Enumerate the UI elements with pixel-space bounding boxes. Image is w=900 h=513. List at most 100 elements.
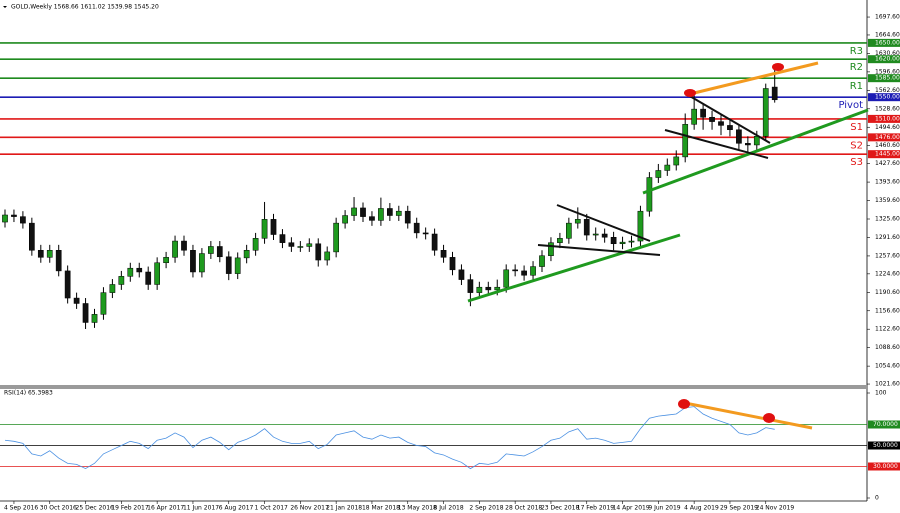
candle-body — [422, 232, 429, 235]
candle-body — [548, 242, 554, 256]
candle-body — [745, 143, 751, 146]
x-tick-label: 11 Jun 2017 — [183, 505, 219, 512]
level-name: R3 — [850, 46, 863, 57]
candle-body — [118, 276, 125, 285]
candle-body — [252, 238, 259, 251]
x-tick-label: 30 Oct 2016 — [40, 505, 77, 512]
x-tick-label: 4 Aug 2019 — [684, 505, 719, 512]
candle-body — [360, 207, 366, 217]
candle-body — [727, 125, 733, 131]
rsi-level-box — [868, 462, 900, 471]
y-tick-label: 1054.60 — [875, 363, 900, 370]
level-label-box — [868, 74, 900, 83]
candle-body — [637, 210, 644, 242]
candle-body — [771, 86, 778, 101]
y-tick-label: 1122.60 — [875, 326, 900, 333]
x-tick-label: 13 May 2018 — [398, 505, 437, 512]
candle-body — [673, 156, 680, 166]
x-tick-label: 2 Sep 2018 — [469, 505, 503, 512]
candle-body — [163, 257, 169, 264]
x-tick-label: 25 Dec 2016 — [76, 505, 115, 512]
candle-body — [601, 233, 608, 238]
candle-body — [610, 236, 617, 245]
x-tick-label: 28 Oct 2018 — [505, 505, 542, 512]
candle-body — [37, 250, 44, 258]
y-tick-label: 1630.60 — [875, 50, 900, 57]
candle-body — [494, 286, 501, 291]
rsi-line — [4, 406, 775, 470]
y-tick-label: 1460.60 — [875, 142, 900, 149]
rsi-level-label: 70.0000 — [873, 421, 898, 428]
candles — [2, 64, 778, 470]
candle-body — [557, 238, 563, 243]
candle-body — [270, 219, 277, 235]
candle-body — [297, 246, 304, 248]
candle-body — [234, 257, 241, 274]
candle-body — [351, 207, 357, 216]
candle-body — [2, 214, 8, 223]
level-label-box — [868, 150, 900, 159]
y-tick-label: 1664.60 — [875, 31, 900, 38]
candle-body — [467, 279, 474, 293]
y-tick-label: 1291.60 — [875, 234, 900, 241]
candle-body — [530, 266, 536, 276]
level-label-box — [868, 114, 900, 123]
y-tick-label: 1190.60 — [875, 289, 900, 296]
x-tick-label: 26 Nov 2017 — [290, 505, 329, 512]
candle-body — [64, 270, 71, 299]
level-label: 1445.00 — [875, 151, 900, 158]
candle-body — [476, 286, 483, 293]
trendline — [556, 204, 651, 242]
y-tick-label: 1697.60 — [875, 14, 900, 21]
x-tick-label: 17 Feb 2019 — [577, 505, 615, 512]
x-tick-label: 4 Sep 2016 — [4, 505, 38, 512]
candle-body — [127, 267, 134, 277]
y-tick-label: 0 — [875, 495, 879, 502]
candle-body — [55, 250, 62, 272]
rsi-level-box — [868, 420, 900, 429]
panel-separator — [0, 385, 867, 389]
candle-body — [619, 241, 626, 245]
y-tick-label: 100 — [875, 390, 887, 397]
candle-body — [753, 136, 760, 146]
marker — [772, 63, 784, 71]
levels — [0, 42, 867, 467]
candle-body — [395, 210, 402, 216]
candle-body — [387, 208, 393, 216]
marker — [684, 89, 696, 97]
candle-body — [655, 170, 662, 178]
x-tick-label: 18 Mar 2018 — [362, 505, 400, 512]
y-tick-label: 1359.60 — [875, 197, 900, 204]
candle-body — [91, 314, 98, 323]
candle-body — [243, 250, 250, 259]
candle-body — [288, 242, 295, 247]
x-tick-label: 29 Sep 2019 — [720, 505, 758, 512]
level-name: S1 — [850, 122, 863, 133]
marker — [678, 399, 690, 409]
candle-body — [261, 219, 268, 239]
level-label: 1585.00 — [875, 75, 900, 82]
x-tick-label: 16 Apr 2017 — [147, 505, 184, 512]
level-name: R1 — [850, 81, 863, 92]
x-tick-label: 24 Nov 2019 — [756, 505, 795, 512]
candle-body — [315, 243, 322, 261]
rsi-level-box — [868, 441, 900, 450]
candle-body — [539, 255, 545, 267]
candle-body — [709, 117, 715, 122]
candle-body — [109, 284, 116, 293]
level-name: Pivot — [838, 100, 863, 111]
candle-body — [136, 267, 143, 273]
candle-body — [279, 234, 286, 243]
candle-body — [82, 303, 89, 323]
trendline — [687, 94, 771, 144]
y-tick-label: 1257.60 — [875, 252, 900, 259]
candle-body — [342, 215, 348, 224]
level-label: 1510.00 — [875, 115, 900, 122]
candle-body — [449, 257, 456, 271]
candle-body — [404, 210, 411, 224]
trendline — [689, 61, 819, 96]
candle-body — [700, 108, 706, 118]
y-tick-label: 1088.60 — [875, 344, 900, 351]
